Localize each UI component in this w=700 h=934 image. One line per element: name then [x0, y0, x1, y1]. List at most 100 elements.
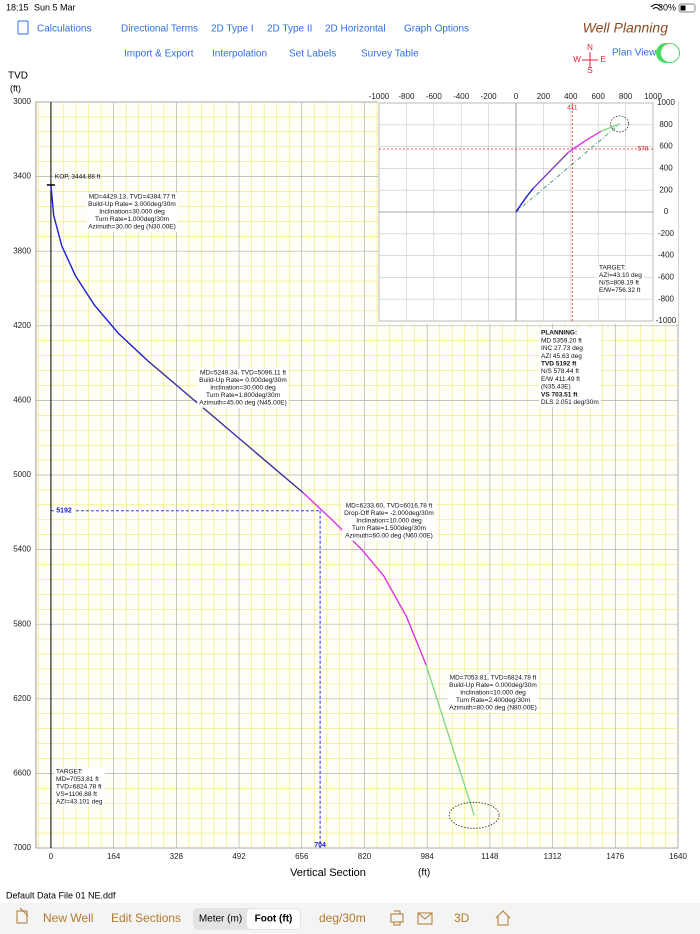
- annotation-bg: [539, 328, 601, 408]
- annotation-line: Drop-Off Rate= -2.000deg/30m: [344, 510, 434, 517]
- annotation-line: AZI 45.63 deg: [541, 353, 582, 360]
- target-ellipse: [448, 801, 500, 829]
- ns-marker-label: 578: [638, 146, 649, 153]
- x-tick-label: 656: [295, 852, 309, 861]
- x-tick-label: 0: [49, 852, 54, 861]
- plan-target-circle: [610, 115, 630, 133]
- well-path: [532, 152, 569, 189]
- menu-button[interactable]: 2D Horizontal: [325, 24, 386, 35]
- annotation-line: Build-Up Rate= 3.000deg/30m: [88, 201, 176, 208]
- annotation-line: TARGET:: [599, 265, 626, 272]
- file-name: Default Data File 01 NE.ddf: [6, 890, 116, 900]
- menu-button[interactable]: Set Labels: [289, 49, 336, 60]
- new-well-button[interactable]: New Well: [43, 911, 93, 925]
- menu-button[interactable]: Interpolation: [212, 49, 267, 60]
- annotation-line: Azimuth=30.00 deg (N30.00E): [88, 224, 176, 231]
- mail-icon[interactable]: [417, 912, 433, 925]
- annotation-line: MD=5249.34, TVD=5096.11 ft: [200, 370, 286, 377]
- menu-button[interactable]: Directional Terms: [121, 24, 198, 35]
- menu-button[interactable]: 2D Type II: [267, 24, 312, 35]
- y-tick-label: 4200: [13, 321, 31, 330]
- menu-button[interactable]: Import & Export: [124, 49, 194, 60]
- plan-y-tick-label: 0: [664, 207, 669, 216]
- annotation-line: N/S=808.19 ft: [599, 280, 639, 287]
- y-tick-label: 4600: [13, 396, 31, 405]
- annotation-line: MD 5359.20 ft: [541, 337, 582, 344]
- well-path: [146, 359, 304, 494]
- annotation-line: Azimuth=45.00 deg (N45.00E): [199, 400, 287, 407]
- x-tick-label: 1148: [481, 852, 499, 861]
- annotation-line: Inclination=30.000 deg: [99, 209, 165, 216]
- well-path: [515, 187, 534, 213]
- battery-level: [680, 5, 686, 11]
- y-tick-label: 7000: [13, 843, 31, 852]
- plan-y-tick-label: -800: [658, 294, 675, 303]
- plan-x-tick-label: 1000: [644, 92, 662, 101]
- annotation-bg: [54, 767, 105, 807]
- annotation-line: Turn Rate=1.000deg/30m: [95, 216, 169, 223]
- status-battery: 30%: [658, 2, 676, 12]
- y-tick-label: 6600: [13, 769, 31, 778]
- plan-x-tick-label: -600: [426, 92, 443, 101]
- plan-y-tick-label: 800: [659, 120, 673, 129]
- menu-button[interactable]: Calculations: [37, 24, 91, 35]
- unit-selected: [247, 909, 300, 929]
- annotation-line: TVD=6824.78 ft: [56, 784, 102, 791]
- status-time: 18:15: [6, 2, 29, 12]
- x-tick-label: 984: [420, 852, 434, 861]
- well-path: [600, 123, 620, 132]
- x-axis-unit: (ft): [418, 868, 430, 879]
- annotation-line: Turn Rate=2.400deg/30m: [456, 697, 530, 704]
- annotation-line: Inclination=30.000 deg: [210, 385, 276, 392]
- menu-button[interactable]: Graph Options: [404, 24, 469, 35]
- annotation-line: INC 27.73 deg: [541, 345, 583, 352]
- compass-letter: E: [600, 55, 605, 64]
- unit-option[interactable]: Meter (m): [199, 914, 242, 925]
- compass-letter: W: [573, 55, 581, 64]
- plan-y-tick-label: -1000: [656, 316, 677, 325]
- new-well-icon[interactable]: [16, 907, 29, 924]
- x-tick-label: 1312: [544, 852, 562, 861]
- x-axis-label: Vertical Section: [290, 867, 366, 879]
- x-tick-label: 328: [170, 852, 184, 861]
- y-tick-label: 3000: [13, 97, 31, 106]
- view-3d-button[interactable]: 3D: [454, 911, 470, 925]
- menu-button[interactable]: Survey Table: [361, 49, 419, 60]
- x-tick-label: 1476: [606, 852, 624, 861]
- app-title: Well Planning: [583, 20, 669, 36]
- y-axis-label: TVD: [8, 71, 28, 82]
- plan-x-tick-label: -200: [481, 92, 498, 101]
- y-tick-label: 6200: [13, 694, 31, 703]
- annotation-line: DLS 2.051 deg/30m: [541, 399, 599, 406]
- compass-cross: [582, 52, 598, 68]
- unit-option[interactable]: Foot (ft): [255, 914, 293, 925]
- calc-icon[interactable]: [17, 20, 29, 35]
- well-path: [425, 664, 475, 816]
- y-tick-label: 3400: [13, 172, 31, 181]
- annotation-bg: [342, 501, 436, 541]
- annotation-line: Build-Up Rate= 0.000deg/30m: [199, 377, 287, 384]
- edit-sections-button[interactable]: Edit Sections: [111, 911, 181, 925]
- annotation-line: Azimuth=60.00 deg (N60.00E): [345, 533, 433, 540]
- plan-y-tick-label: 600: [659, 142, 673, 151]
- x-tick-label: 1640: [669, 852, 687, 861]
- annotation-line: E/W=756.32 ft: [599, 287, 641, 294]
- annotation-bg: [597, 263, 645, 296]
- plan-x-tick-label: 800: [619, 92, 633, 101]
- rate-unit[interactable]: deg/30m: [319, 911, 366, 925]
- x-tick-label: 164: [107, 852, 121, 861]
- plan-y-tick-label: -200: [658, 229, 675, 238]
- annotation-line: VS=1106.88 ft: [56, 791, 97, 798]
- status-date: Sun 5 Mar: [34, 2, 76, 12]
- annotation-line: VS 703.51 ft: [541, 391, 578, 398]
- menu-button[interactable]: 2D Type I: [211, 24, 254, 35]
- annotation-line: Inclination=10.000 deg: [460, 690, 526, 697]
- print-icon[interactable]: [390, 910, 404, 926]
- kop-label: KOP, 3444.88 ft: [55, 174, 101, 181]
- compass-letter: S: [587, 66, 592, 75]
- annotation-line: MD=6233.60, TVD=6016.78 ft: [346, 503, 433, 510]
- home-icon[interactable]: [495, 910, 511, 926]
